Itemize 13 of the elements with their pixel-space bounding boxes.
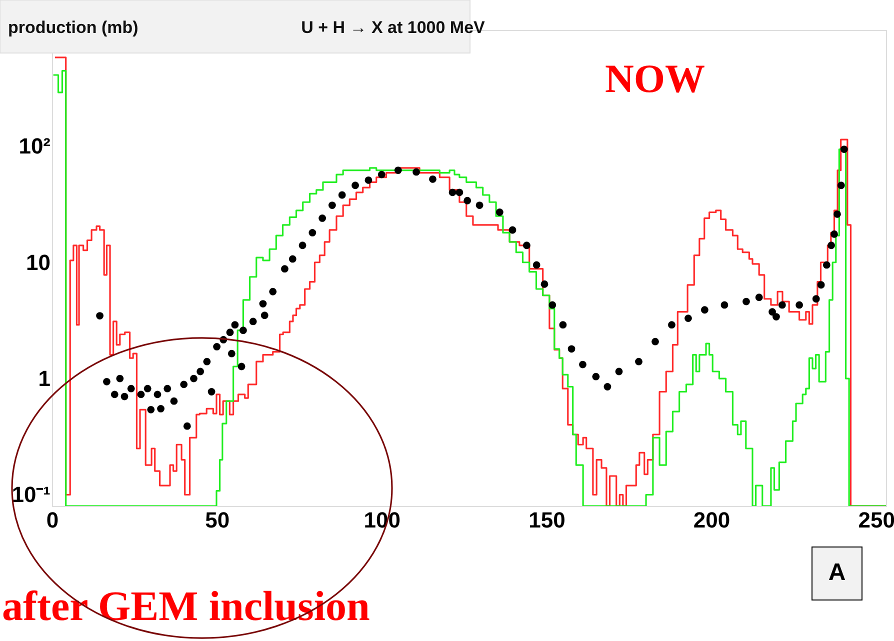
x-tick-label: 250 xyxy=(858,508,894,532)
y-tick-label: 10 xyxy=(26,250,50,275)
x-tick-label: 0 xyxy=(46,508,59,532)
annotation: NOW xyxy=(605,56,705,101)
chart-title: U + H → X at 1000 MeV xyxy=(301,18,486,37)
x-tick-label: 50 xyxy=(205,508,230,532)
y-axis-title: production (mb) xyxy=(8,18,138,37)
y-tick-label: 10² xyxy=(18,134,50,159)
x-axis-title: A xyxy=(828,559,846,586)
y-tick-label: 1 xyxy=(38,366,50,392)
y-tick-label: 10⁻¹ xyxy=(12,482,50,508)
x-tick-label: 150 xyxy=(528,508,566,532)
x-tick-label: 200 xyxy=(693,508,730,532)
